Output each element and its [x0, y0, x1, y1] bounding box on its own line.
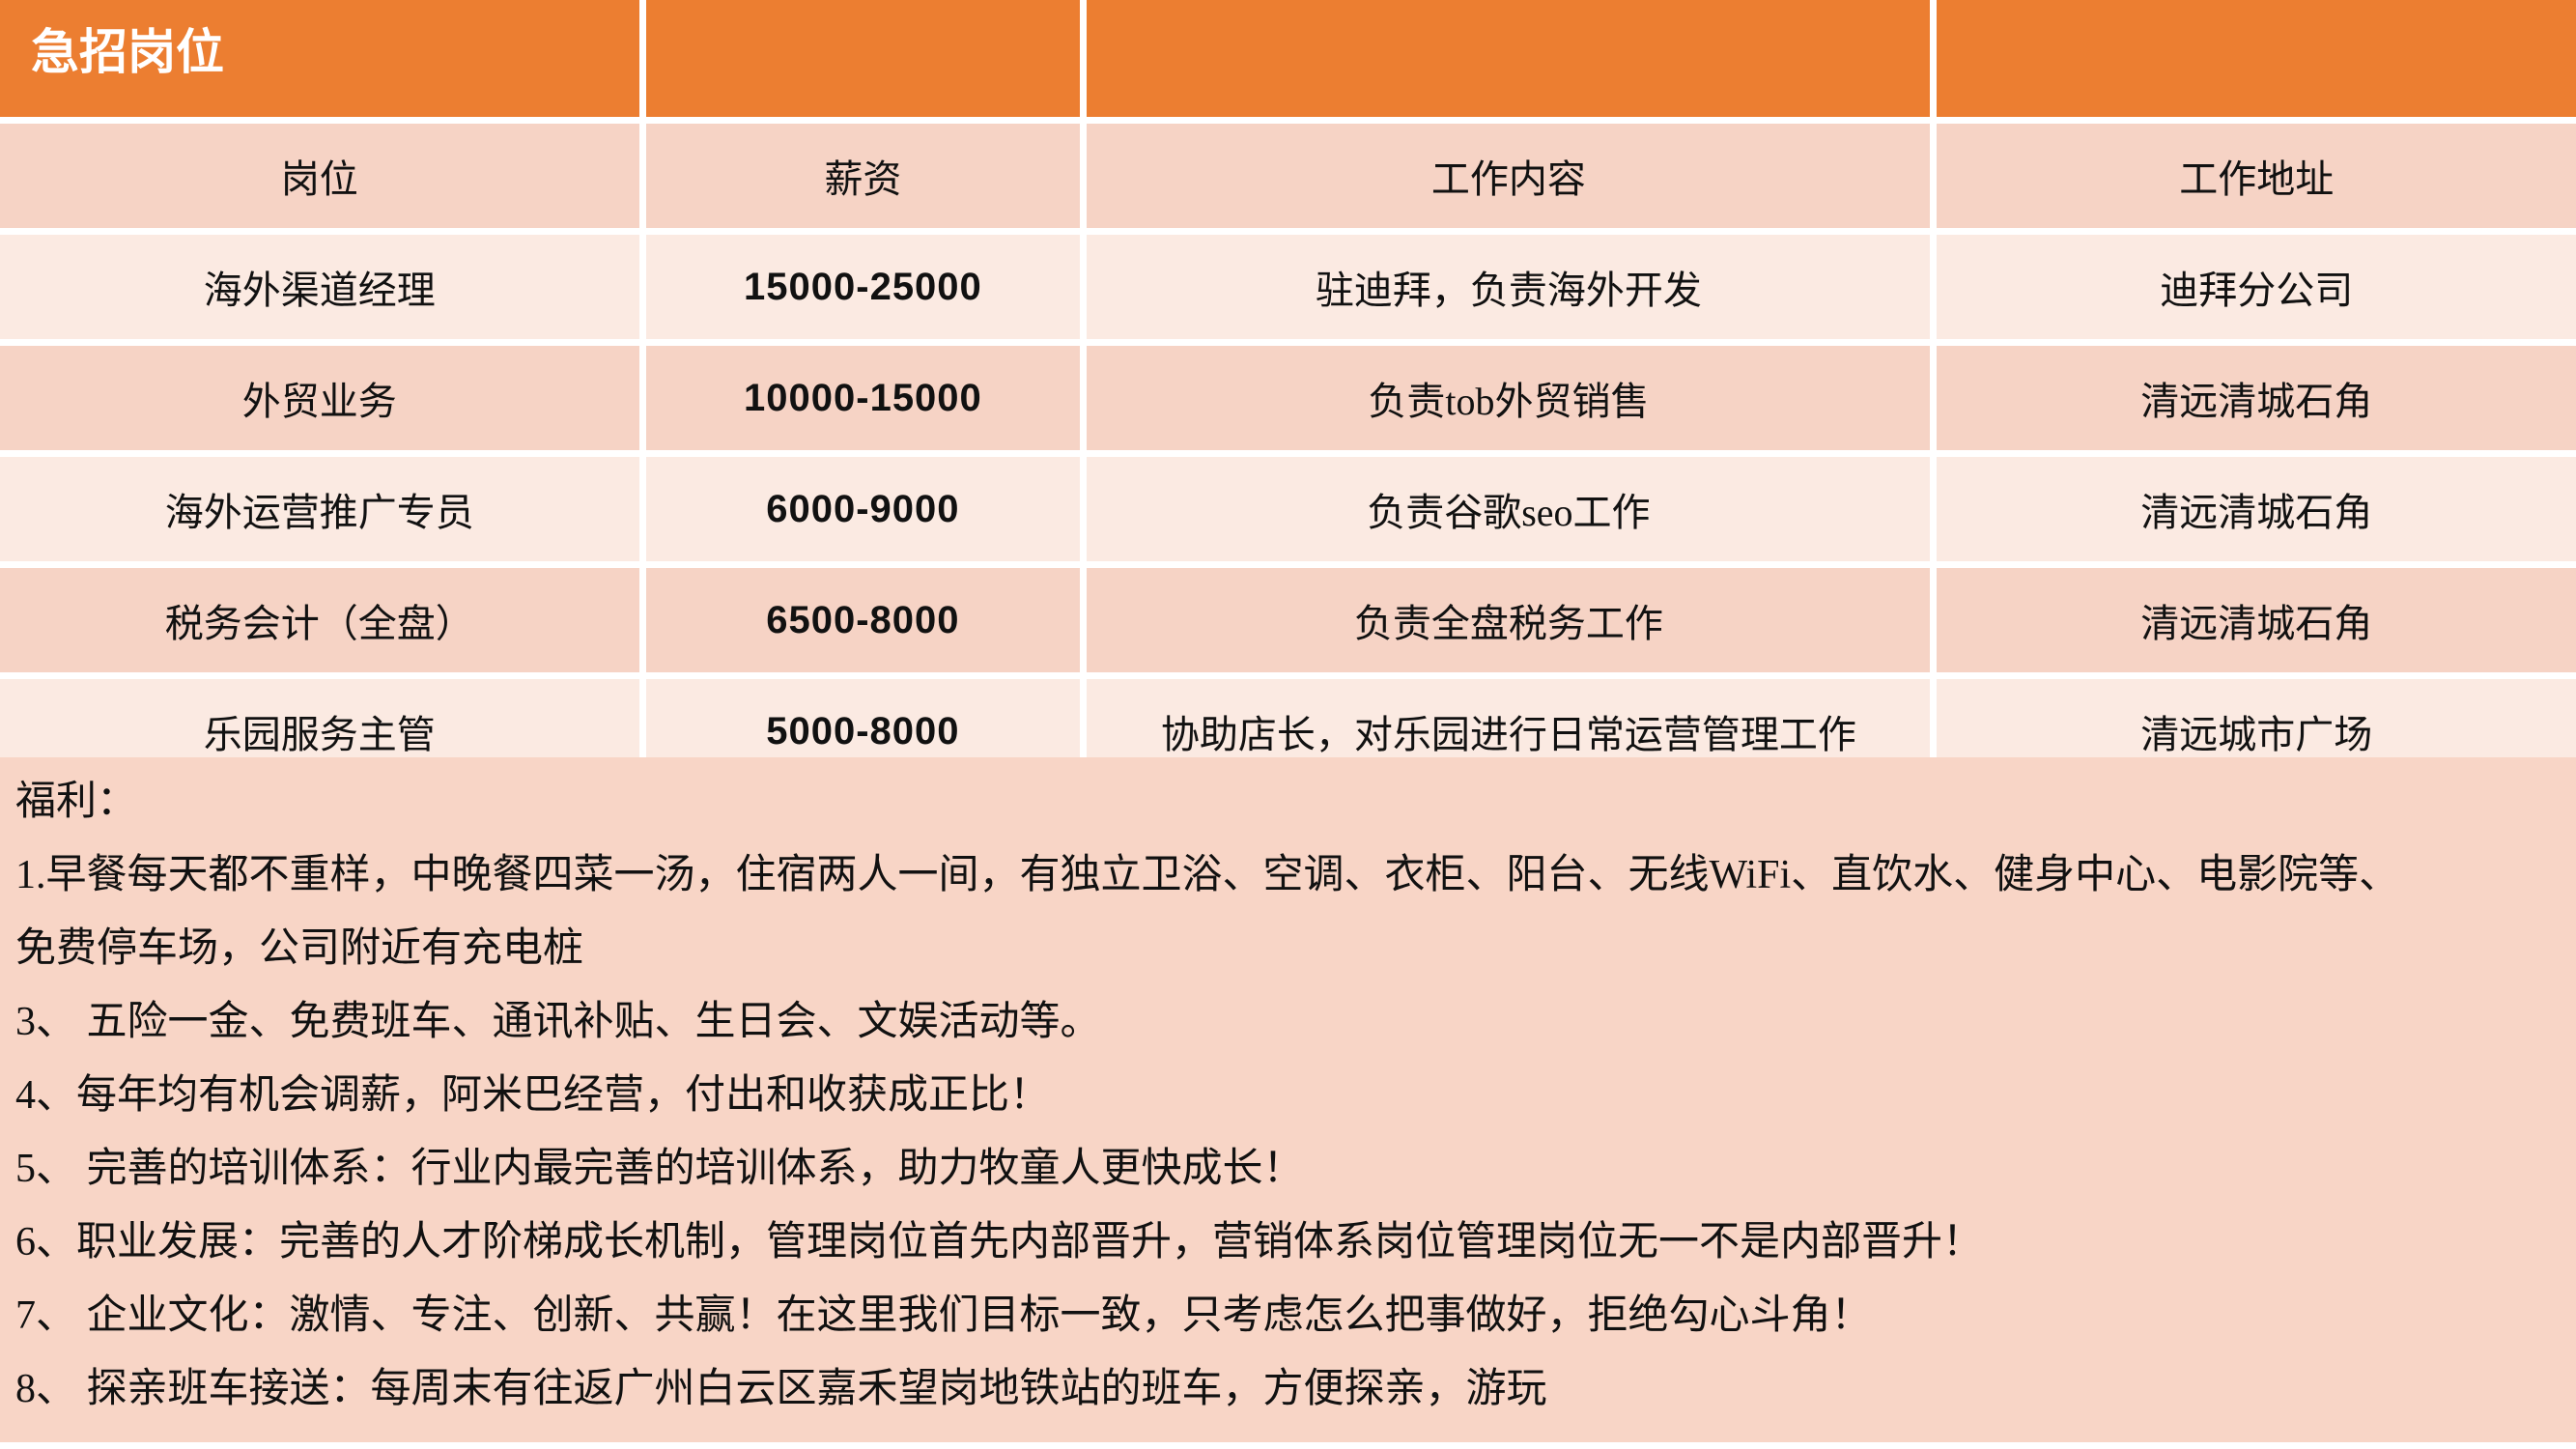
- title-spacer-cell: [1087, 0, 1931, 117]
- benefits-line: 4、每年均有机会调薪，阿米巴经营，付出和收获成正比！: [15, 1073, 1051, 1118]
- cell-address: 清远清城石角: [1937, 346, 2576, 450]
- cell-address: 清远清城石角: [1937, 457, 2576, 561]
- benefits-line: 1.早餐每天都不重样，中晚餐四菜一汤，住宿两人一间，有独立卫浴、空调、衣柜、阳台…: [15, 853, 2400, 897]
- jobs-table: 急招岗位 岗位 薪资 工作内容 工作地址 海外渠道经理 15000-25000 …: [0, 0, 2576, 783]
- table-row: 外贸业务 10000-15000 负责tob外贸销售 清远清城石角: [0, 346, 2576, 450]
- cell-position: 海外运营推广专员: [0, 457, 639, 561]
- benefits-section: 福利： 1.早餐每天都不重样，中晚餐四菜一汤，住宿两人一间，有独立卫浴、空调、衣…: [0, 757, 2576, 1442]
- title-spacer-cell: [1937, 0, 2576, 117]
- cell-content: 负责谷歌seo工作: [1087, 457, 1931, 561]
- column-header-salary: 薪资: [645, 124, 1081, 228]
- column-header-address: 工作地址: [1937, 124, 2576, 228]
- table-row: 海外渠道经理 15000-25000 驻迪拜，负责海外开发 迪拜分公司: [0, 235, 2576, 339]
- cell-content: 负责tob外贸销售: [1087, 346, 1931, 450]
- table-row: 税务会计（全盘） 6500-8000 负责全盘税务工作 清远清城石角: [0, 568, 2576, 672]
- cell-salary: 15000-25000: [645, 235, 1081, 339]
- benefits-line: 8、 探亲班车接送：每周末有往返广州白云区嘉禾望岗地铁站的班车，方便探亲，游玩: [15, 1367, 1547, 1411]
- cell-content: 负责全盘税务工作: [1087, 568, 1931, 672]
- column-header-position: 岗位: [0, 124, 639, 228]
- benefits-line: 7、 企业文化：激情、专注、创新、共赢！在这里我们目标一致，只考虑怎么把事做好，…: [15, 1293, 1872, 1338]
- table-row: 海外运营推广专员 6000-9000 负责谷歌seo工作 清远清城石角: [0, 457, 2576, 561]
- title-spacer-cell: [645, 0, 1081, 117]
- column-header-row: 岗位 薪资 工作内容 工作地址: [0, 124, 2576, 228]
- cell-address: 清远清城石角: [1937, 568, 2576, 672]
- cell-content: 驻迪拜，负责海外开发: [1087, 235, 1931, 339]
- benefits-line: 5、 完善的培训体系：行业内最完善的培训体系，助力牧童人更快成长！: [15, 1147, 1304, 1191]
- benefits-line: 免费停车场，公司附近有充电桩: [15, 926, 584, 971]
- page-title: 急招岗位: [0, 0, 639, 117]
- benefits-line: 6、职业发展：完善的人才阶梯成长机制，管理岗位首先内部晋升，营销体系岗位管理岗位…: [15, 1220, 1984, 1264]
- benefits-line: 3、 五险一金、免费班车、通讯补贴、生日会、文娱活动等。: [15, 1000, 1101, 1044]
- cell-address: 迪拜分公司: [1937, 235, 2576, 339]
- benefits-heading: 福利：: [15, 780, 138, 824]
- cell-position: 税务会计（全盘）: [0, 568, 639, 672]
- table-title-row: 急招岗位: [0, 0, 2576, 117]
- cell-position: 外贸业务: [0, 346, 639, 450]
- cell-position: 海外渠道经理: [0, 235, 639, 339]
- cell-salary: 10000-15000: [645, 346, 1081, 450]
- cell-salary: 6500-8000: [645, 568, 1081, 672]
- cell-salary: 6000-9000: [645, 457, 1081, 561]
- column-header-content: 工作内容: [1087, 124, 1931, 228]
